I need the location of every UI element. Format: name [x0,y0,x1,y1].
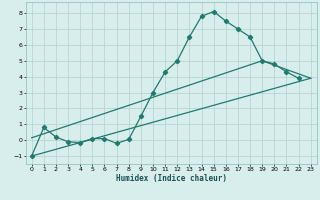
X-axis label: Humidex (Indice chaleur): Humidex (Indice chaleur) [116,174,227,183]
